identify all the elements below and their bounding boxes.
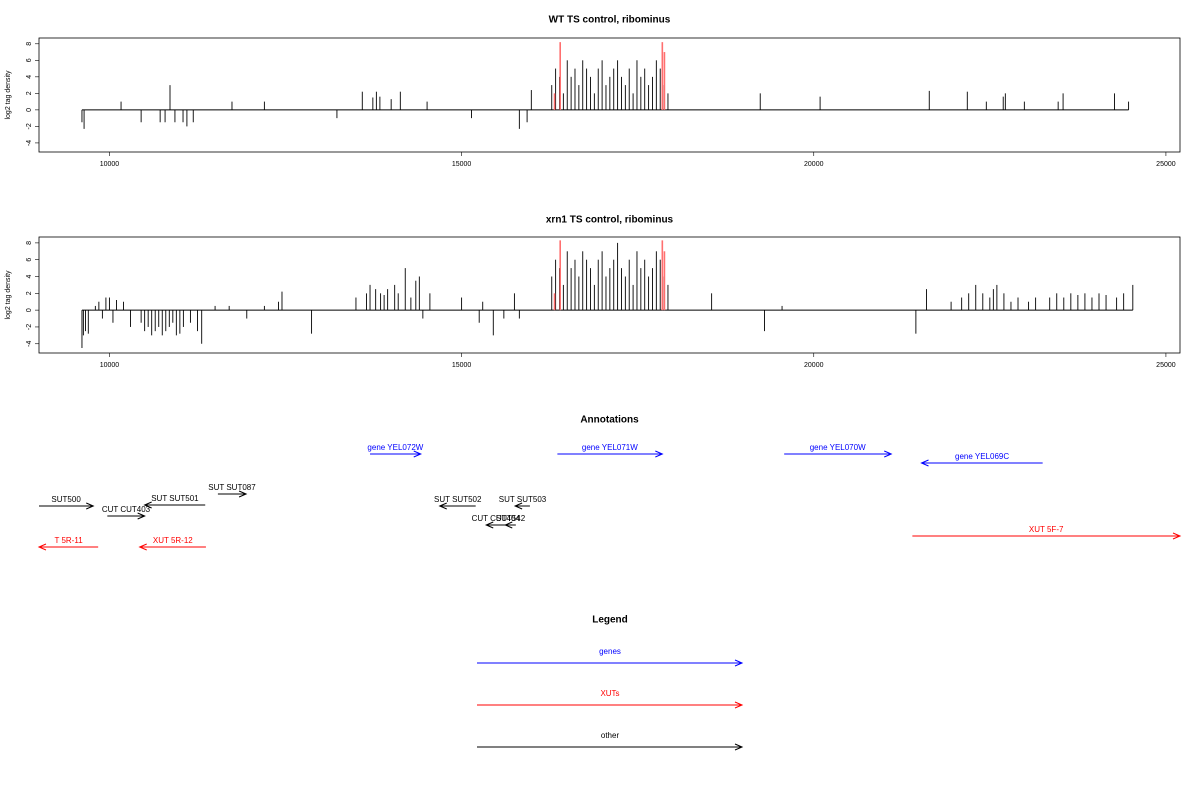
feature-arrowhead: [484, 521, 494, 529]
x-tick-label: 20000: [804, 161, 824, 168]
x-tick-label: 25000: [1156, 362, 1176, 369]
x-tick-label: 25000: [1156, 161, 1176, 168]
legend-label: genes: [599, 647, 621, 656]
legend-arrowhead: [734, 659, 744, 667]
y-tick-label: -2: [26, 324, 33, 330]
feature-arrowhead: [920, 459, 929, 467]
feature-label: SUT SUT502: [434, 495, 482, 504]
y-tick-label: 8: [26, 42, 33, 46]
y-tick-label: 2: [26, 91, 33, 95]
feature-label: XUT 5F-7: [1029, 525, 1064, 534]
feature-label: SUT542: [496, 514, 526, 523]
feature-arrowhead: [503, 521, 513, 529]
feature-label: SUT SUT501: [151, 494, 199, 503]
y-tick-label: 4: [26, 274, 33, 278]
plot-frame: [38, 37, 1181, 153]
feature-arrowhead: [86, 502, 95, 510]
feature-arrowhead: [513, 502, 523, 510]
feature-label: CUT CUT404: [472, 514, 521, 523]
feature-label: CUT CUT403: [102, 505, 151, 514]
panel-title: xrn1 TS control, ribominus: [546, 215, 674, 226]
legend-label: XUTs: [600, 689, 619, 698]
feature-label: gene YEL072W: [367, 443, 423, 452]
feature-arrowhead: [238, 490, 248, 498]
feature-arrowhead: [37, 543, 47, 551]
y-tick-label: 8: [26, 241, 33, 245]
feature-label: XUT 5R-12: [153, 536, 193, 545]
feature-arrowhead: [143, 501, 152, 509]
feature-arrowhead: [655, 450, 664, 458]
feature-arrowhead: [137, 512, 146, 520]
feature-label: SUT SUT503: [499, 495, 547, 504]
y-axis-label: log2 tag density: [5, 70, 12, 120]
y-tick-label: 0: [26, 108, 33, 112]
y-tick-label: 0: [26, 308, 33, 312]
feature-label: gene YEL069C: [955, 452, 1009, 461]
y-tick-label: -4: [26, 341, 33, 347]
y-axis-label: log2 tag density: [5, 270, 12, 320]
feature-label: T 5R-11: [54, 536, 83, 545]
y-tick-label: 2: [26, 291, 33, 295]
x-tick-label: 15000: [452, 362, 472, 369]
feature-arrowhead: [438, 502, 447, 510]
panel-title: WT TS control, ribominus: [549, 15, 671, 26]
legend-arrowhead: [734, 743, 744, 751]
y-tick-label: -2: [26, 123, 33, 129]
feature-arrowhead: [138, 543, 147, 551]
y-tick-label: 6: [26, 58, 33, 62]
feature-label: SUT SUT087: [208, 483, 256, 492]
x-tick-label: 10000: [100, 362, 120, 369]
y-tick-label: 6: [26, 258, 33, 262]
x-tick-label: 10000: [100, 161, 120, 168]
legend-arrowhead: [734, 701, 744, 709]
y-tick-label: -4: [26, 140, 33, 146]
legend-label: other: [601, 731, 620, 740]
feature-arrowhead: [1172, 532, 1182, 540]
feature-label: gene YEL070W: [810, 443, 866, 452]
feature-arrowhead: [884, 450, 893, 458]
feature-label: SUT500: [51, 495, 81, 504]
plot-frame: [38, 236, 1181, 354]
feature-arrowhead: [413, 450, 423, 458]
legend-title: Legend: [592, 615, 628, 626]
y-tick-label: 4: [26, 75, 33, 79]
x-tick-label: 20000: [804, 362, 824, 369]
panel-title: Annotations: [580, 415, 639, 426]
x-tick-label: 15000: [452, 161, 472, 168]
feature-label: gene YEL071W: [582, 443, 638, 452]
